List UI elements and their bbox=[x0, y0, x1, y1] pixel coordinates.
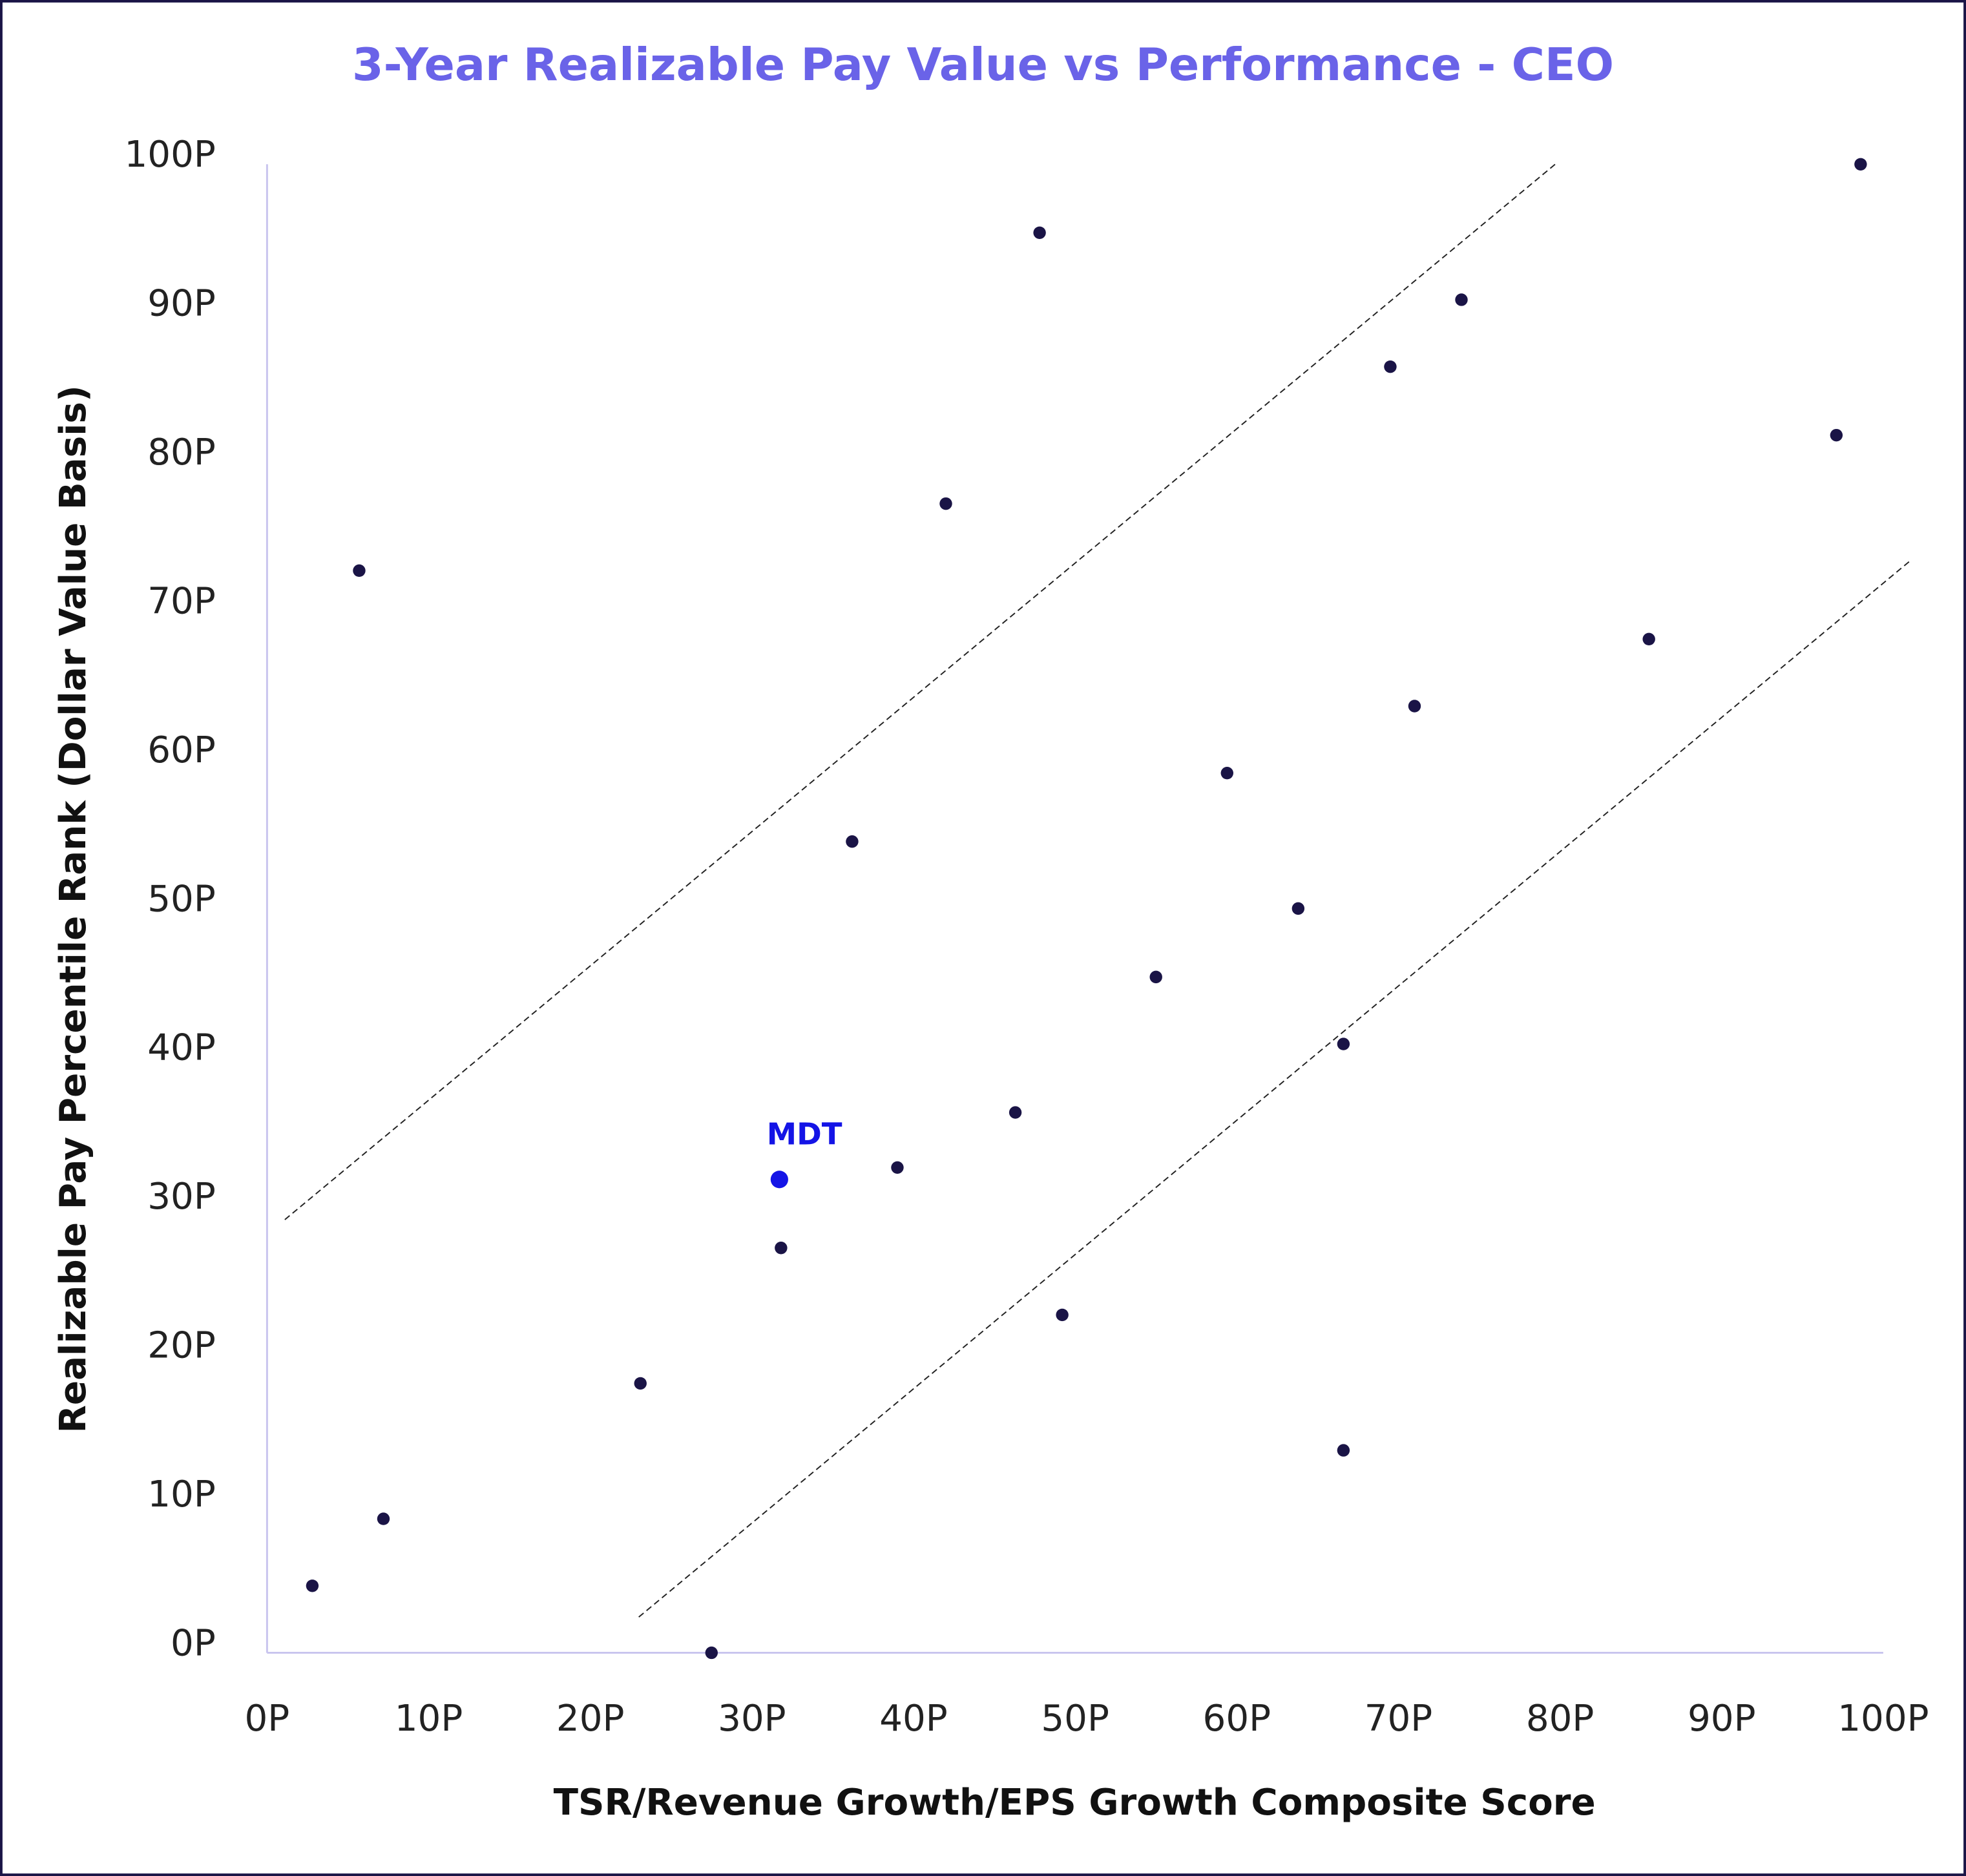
y-tick-label: 10P bbox=[147, 1474, 216, 1516]
x-tick-label: 60P bbox=[1203, 1698, 1271, 1740]
data-point[interactable] bbox=[353, 564, 366, 578]
y-tick-label: 60P bbox=[147, 729, 216, 771]
highlight-label: MDT bbox=[767, 1116, 842, 1151]
chart-title: 3-Year Realizable Pay Value vs Performan… bbox=[352, 39, 1614, 91]
data-point[interactable] bbox=[1033, 226, 1046, 239]
reference-line bbox=[284, 163, 1556, 1220]
data-point[interactable] bbox=[846, 835, 859, 848]
data-point[interactable] bbox=[1291, 902, 1305, 915]
reference-line bbox=[638, 561, 1910, 1618]
data-point[interactable] bbox=[634, 1377, 647, 1390]
data-point[interactable] bbox=[891, 1161, 904, 1174]
y-tick-label: 40P bbox=[147, 1027, 216, 1069]
highlight-point-mdt[interactable] bbox=[770, 1171, 788, 1189]
data-point[interactable] bbox=[1056, 1308, 1069, 1322]
data-point[interactable] bbox=[1642, 632, 1655, 646]
x-tick-label: 50P bbox=[1041, 1698, 1109, 1740]
x-tick-label: 100P bbox=[1837, 1698, 1929, 1740]
x-tick-label: 40P bbox=[879, 1698, 948, 1740]
x-tick-label: 70P bbox=[1365, 1698, 1433, 1740]
y-tick-label: 90P bbox=[147, 283, 216, 325]
data-point[interactable] bbox=[939, 497, 952, 510]
x-tick-label: 80P bbox=[1526, 1698, 1595, 1740]
y-tick-label: 100P bbox=[124, 134, 215, 176]
data-point[interactable] bbox=[1384, 360, 1397, 373]
data-point[interactable] bbox=[1149, 970, 1162, 984]
data-point[interactable] bbox=[306, 1579, 319, 1592]
x-tick-label: 20P bbox=[556, 1698, 625, 1740]
x-tick-label: 0P bbox=[245, 1698, 290, 1740]
data-point[interactable] bbox=[1337, 1444, 1350, 1457]
data-point[interactable] bbox=[1337, 1037, 1350, 1050]
y-tick-label: 30P bbox=[147, 1176, 216, 1218]
data-point[interactable] bbox=[1830, 428, 1843, 442]
x-tick-label: 90P bbox=[1688, 1698, 1756, 1740]
y-axis-label: Realizable Pay Percentile Rank (Dollar V… bbox=[52, 385, 94, 1433]
data-point[interactable] bbox=[1408, 700, 1421, 713]
data-point[interactable] bbox=[1009, 1106, 1022, 1119]
data-point[interactable] bbox=[775, 1242, 788, 1255]
x-axis-label: TSR/Revenue Growth/EPS Growth Composite … bbox=[554, 1782, 1596, 1824]
y-tick-label: 70P bbox=[147, 580, 216, 622]
data-point[interactable] bbox=[1220, 766, 1233, 780]
data-point[interactable] bbox=[1854, 158, 1867, 171]
x-tick-label: 30P bbox=[718, 1698, 786, 1740]
x-tick-label: 10P bbox=[395, 1698, 463, 1740]
data-point[interactable] bbox=[1455, 293, 1468, 306]
y-tick-label: 20P bbox=[147, 1325, 216, 1367]
data-point[interactable] bbox=[377, 1512, 390, 1525]
data-point[interactable] bbox=[705, 1646, 718, 1660]
y-tick-label: 80P bbox=[147, 432, 216, 474]
y-tick-label: 50P bbox=[147, 878, 216, 920]
y-tick-label: 0P bbox=[171, 1622, 216, 1664]
